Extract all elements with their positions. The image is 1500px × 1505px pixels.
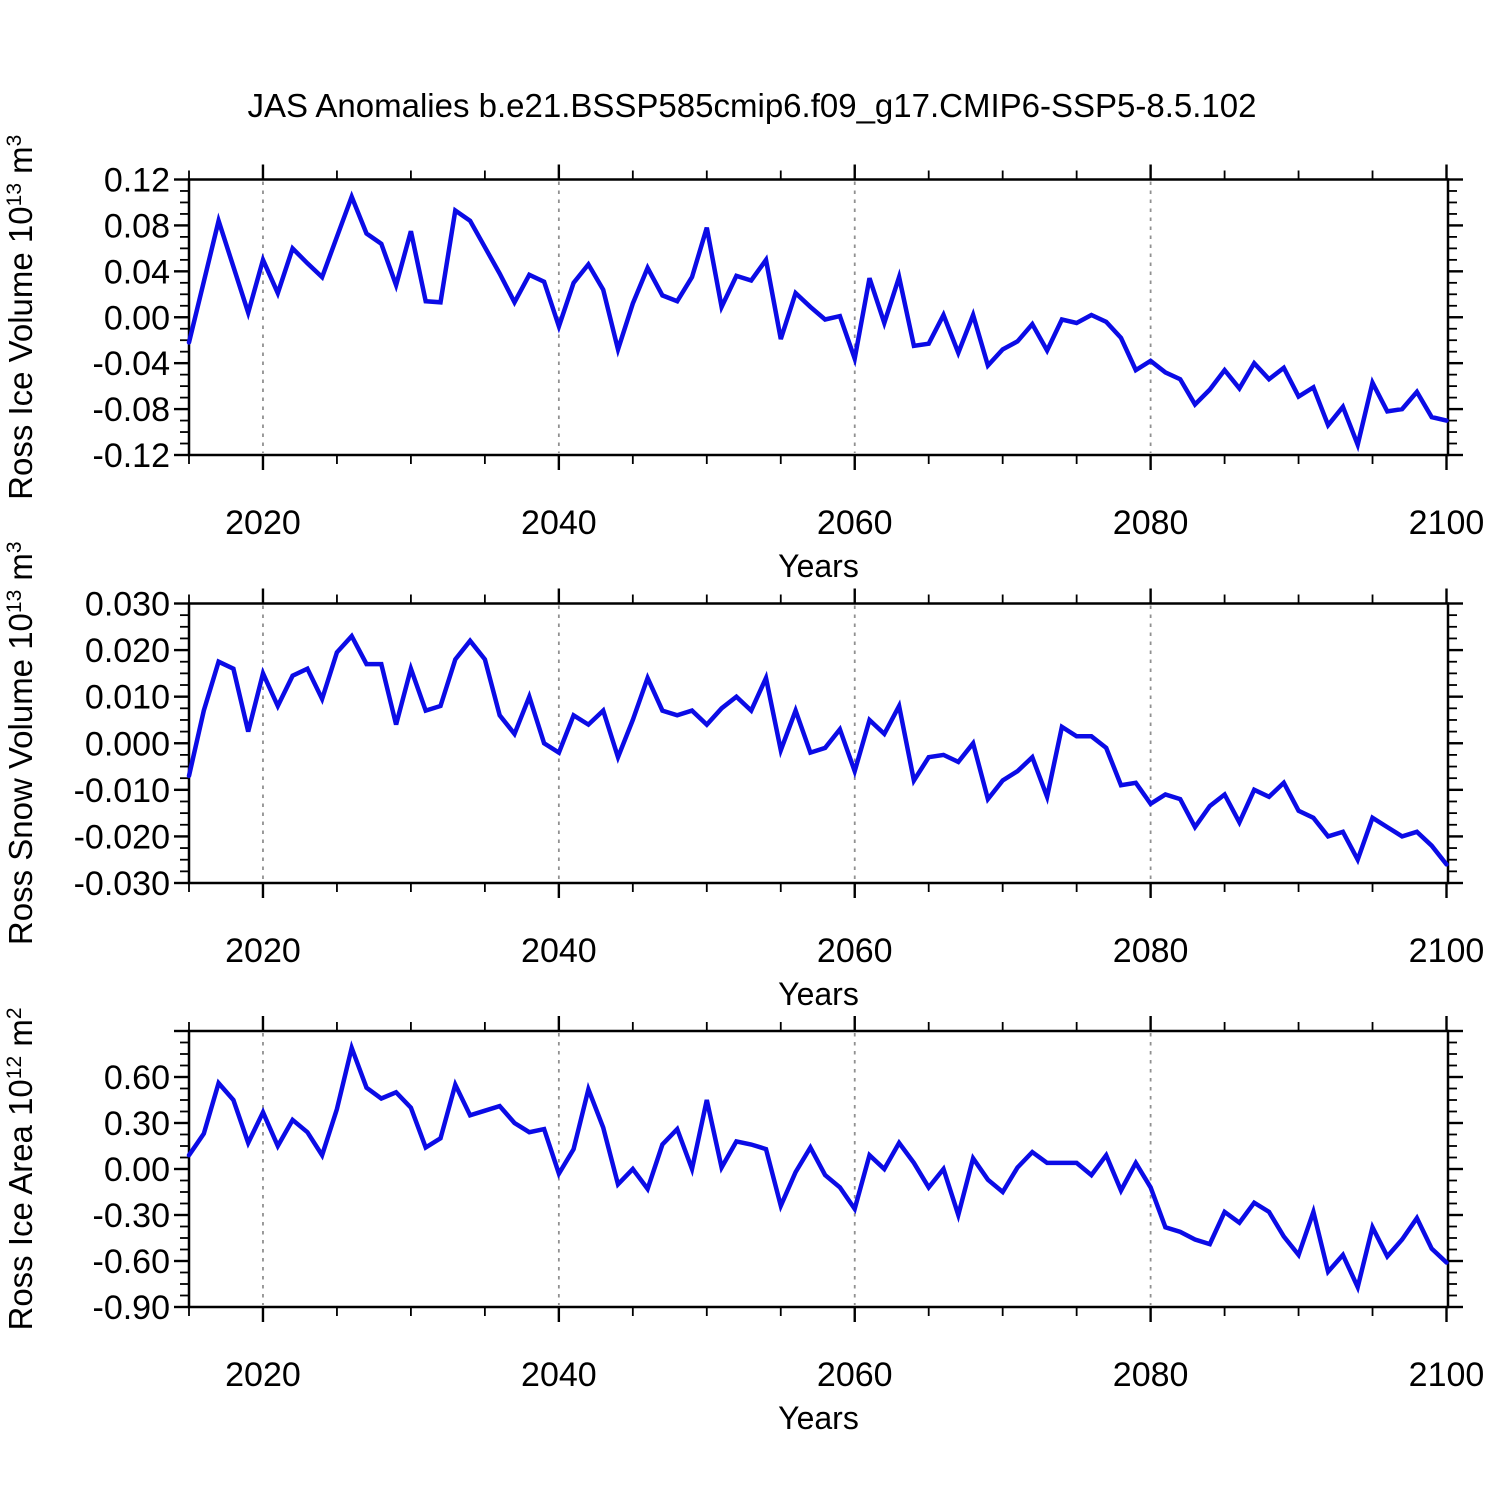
y-tick-label: 0.000 — [85, 725, 170, 763]
y-tick-label: 0.020 — [85, 632, 170, 670]
y-tick-label: -0.90 — [93, 1289, 171, 1327]
y-tick-label: 0.60 — [104, 1059, 170, 1097]
y-tick-label: -0.010 — [74, 772, 170, 810]
y-axis-label: Ross Ice Volume 1013 m3 — [2, 135, 39, 500]
x-tick-label: 2040 — [521, 1356, 597, 1394]
x-tick-label: 2060 — [817, 504, 893, 542]
y-tick-label: 0.00 — [104, 1151, 170, 1189]
x-tick-label: 2100 — [1409, 932, 1485, 970]
x-tick-label: 2080 — [1113, 1356, 1189, 1394]
plot-frame — [187, 178, 1450, 457]
y-tick-label: -0.030 — [74, 865, 170, 903]
y-axis-label: Ross Snow Volume 1013 m3 — [2, 541, 39, 945]
x-axis-label: Years — [778, 548, 859, 584]
x-tick-label: 2020 — [225, 504, 301, 542]
y-axis-label: Ross Ice Area 1012 m2 — [2, 1007, 39, 1330]
y-tick-label: 0.00 — [104, 299, 170, 337]
y-tick-label: -0.08 — [93, 391, 171, 429]
x-tick-label: 2060 — [817, 1356, 893, 1394]
x-tick-label: 2040 — [521, 504, 597, 542]
y-tick-label: -0.020 — [74, 818, 170, 856]
data-line — [186, 190, 1449, 453]
data-line — [186, 1040, 1449, 1294]
panel-ross-snow-volume: 0.030 0.020 0.010 0.000 -0.010 -0.020 -0.030 20… — [2, 541, 1484, 1012]
x-tick-label: 2080 — [1113, 504, 1189, 542]
y-tick-label: -0.30 — [93, 1197, 171, 1235]
y-tick-label: -0.04 — [93, 345, 171, 383]
plot-frame — [187, 602, 1450, 885]
data-line — [186, 632, 1449, 867]
y-tick-label: 0.04 — [104, 253, 170, 291]
x-tick-label: 2100 — [1409, 1356, 1485, 1394]
y-tick-label: -0.60 — [93, 1243, 171, 1281]
y-tick-label: 0.010 — [85, 679, 170, 717]
x-tick-label: 2100 — [1409, 504, 1485, 542]
x-tick-label: 2080 — [1113, 932, 1189, 970]
x-axis-label: Years — [778, 1400, 859, 1436]
panel-ross-ice-area: 0.60 0.30 0.00 -0.30 -0.60 -0.90 2020 2040 2060 2… — [2, 1007, 1484, 1436]
x-axis-label: Years — [778, 976, 859, 1012]
x-tick-label: 2060 — [817, 932, 893, 970]
y-tick-label: 0.030 — [85, 586, 170, 624]
x-tick-label: 2020 — [225, 1356, 301, 1394]
y-tick-label: 0.30 — [104, 1105, 170, 1143]
x-tick-label: 2020 — [225, 932, 301, 970]
y-tick-label: 0.08 — [104, 207, 170, 245]
x-tick-label: 2040 — [521, 932, 597, 970]
y-tick-label: 0.12 — [104, 162, 170, 200]
plot-frame — [187, 1029, 1450, 1309]
y-tick-label: -0.12 — [93, 437, 171, 475]
panel-ross-ice-volume: 0.12 0.08 0.04 0.00 -0.04 -0.08 -0.12 2020 2040 2… — [2, 135, 1484, 584]
chart-title: JAS Anomalies b.e21.BSSP585cmip6.f09_g17… — [248, 87, 1257, 124]
